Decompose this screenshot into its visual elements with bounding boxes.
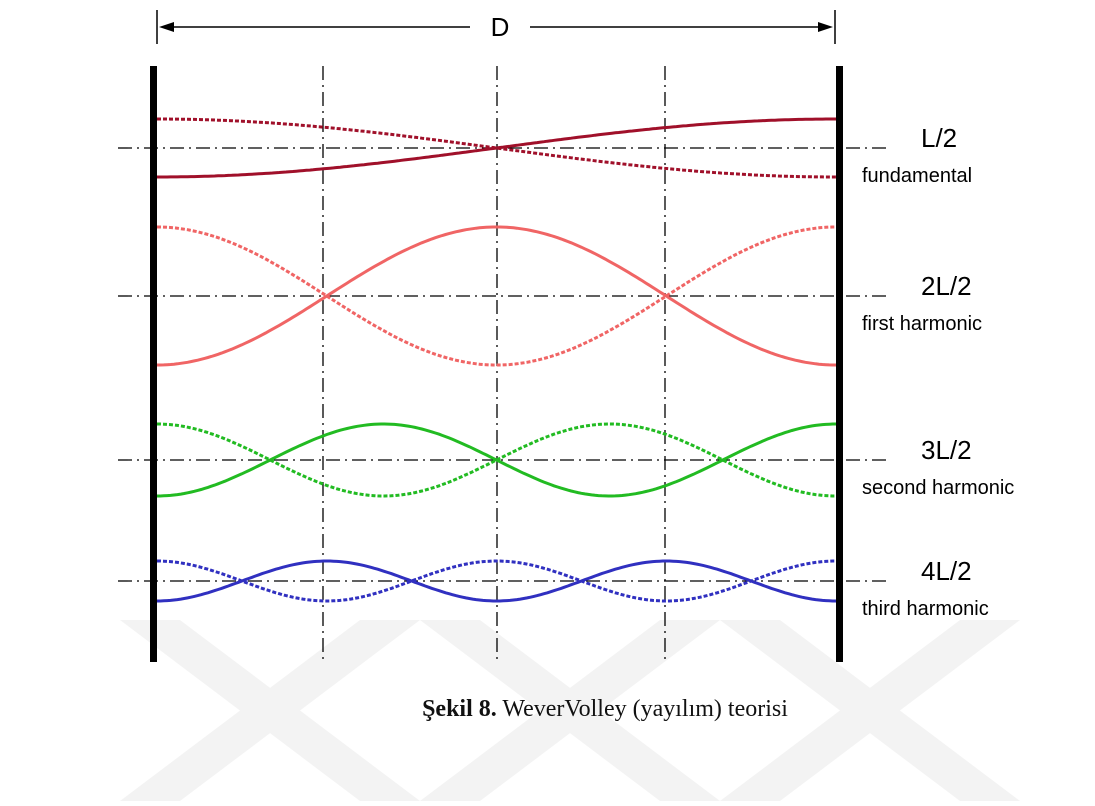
- dimension-label: D: [491, 12, 510, 42]
- mode-ratio-label: 2L/2: [921, 271, 972, 301]
- figure-caption: Şekil 8. WeverVolley (yayılım) teorisi: [0, 696, 1095, 723]
- wave-solid: [157, 422, 836, 498]
- mode-labels: L/2 fundamental 2L/2 first harmonic 3L/2 seco…: [862, 123, 1014, 620]
- wave-dotted: [157, 559, 836, 603]
- left-wall: [150, 66, 157, 662]
- wave-solid: [157, 117, 836, 179]
- mode-name-label: first harmonic: [862, 313, 982, 335]
- right-wall: [836, 66, 843, 662]
- dimension-arrow-left: [159, 22, 174, 32]
- mode-ratio-label: 4L/2: [921, 556, 972, 586]
- watermark-chevrons: [120, 620, 1020, 801]
- wave-curves: [157, 117, 836, 603]
- mode-name-label: third harmonic: [862, 598, 989, 620]
- dimension-indicator: D: [156, 10, 836, 44]
- wave-solid: [157, 559, 836, 603]
- mode-name-label: fundamental: [862, 165, 972, 187]
- watermark-stripe: [420, 620, 720, 801]
- caption-text: WeverVolley (yayılım) teorisi: [502, 696, 788, 722]
- watermark-stripe: [120, 620, 420, 801]
- wave-solid: [157, 225, 836, 367]
- caption-figure-number: Şekil 8.: [422, 696, 497, 722]
- dimension-arrow-right: [818, 22, 833, 32]
- wave-dotted: [157, 225, 836, 367]
- mode-ratio-label: 3L/2: [921, 435, 972, 465]
- mode-name-label: second harmonic: [862, 477, 1014, 499]
- mode-axes: [118, 147, 890, 582]
- watermark-stripe: [720, 620, 1020, 801]
- mode-ratio-label: L/2: [921, 123, 957, 153]
